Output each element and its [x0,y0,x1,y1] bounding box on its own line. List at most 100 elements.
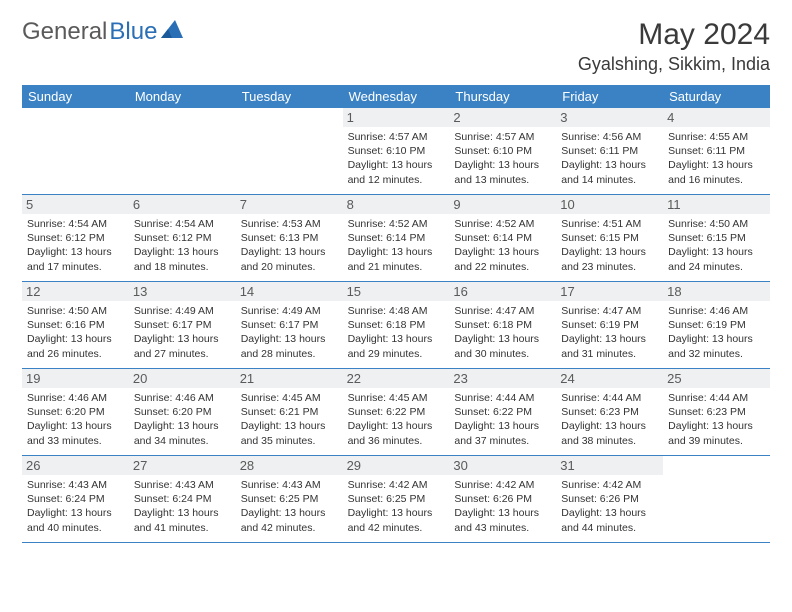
day-number: 3 [556,108,663,127]
week-row: 12Sunrise: 4:50 AMSunset: 6:16 PMDayligh… [22,282,770,369]
day-info: Sunrise: 4:48 AMSunset: 6:18 PMDaylight:… [348,304,445,361]
day-cell: 21 Sunrise: 4:45 AMSunset: 6:21 PMDayligh… [236,369,343,455]
day-number: 1 [343,108,450,127]
day-number: 22 [343,369,450,388]
day-cell: 30Sunrise: 4:42 AMSunset: 6:26 PMDayligh… [449,456,556,542]
empty-day-cell [663,456,770,542]
day-cell: 15Sunrise: 4:48 AMSunset: 6:18 PMDayligh… [343,282,450,368]
empty-day-cell [236,108,343,194]
day-cell: 16 Sunrise: 4:47 AMSunset: 6:18 PMDayligh… [449,282,556,368]
day-info: Sunrise: 4:53 AMSunset: 6:13 PMDaylight:… [241,217,338,274]
day-number: 21 [236,369,343,388]
day-cell: 28Sunrise: 4:43 AMSunset: 6:25 PMDayligh… [236,456,343,542]
day-info: Sunrise: 4:43 AMSunset: 6:24 PMDaylight:… [27,478,124,535]
day-cell: 5 Sunrise: 4:54 AMSunset: 6:12 PMDaylight… [22,195,129,281]
day-number: 14 [236,282,343,301]
day-cell: 2 Sunrise: 4:57 AMSunset: 6:10 PMDaylight… [449,108,556,194]
day-info: Sunrise: 4:47 AMSunset: 6:19 PMDaylight:… [561,304,658,361]
day-number: 31 [556,456,663,475]
day-number: 12 [22,282,129,301]
day-info: Sunrise: 4:55 AMSunset: 6:11 PMDaylight:… [668,130,765,187]
calendar-body: 1Sunrise: 4:57 AMSunset: 6:10 PMDaylight… [22,108,770,543]
day-cell: 3 Sunrise: 4:56 AMSunset: 6:11 PMDaylight… [556,108,663,194]
day-info: Sunrise: 4:46 AMSunset: 6:20 PMDaylight:… [134,391,231,448]
day-cell: 11Sunrise: 4:50 AMSunset: 6:15 PMDayligh… [663,195,770,281]
day-cell: 13 Sunrise: 4:49 AMSunset: 6:17 PMDayligh… [129,282,236,368]
day-info: Sunrise: 4:49 AMSunset: 6:17 PMDaylight:… [241,304,338,361]
day-cell: 6 Sunrise: 4:54 AMSunset: 6:12 PMDaylight… [129,195,236,281]
day-info: Sunrise: 4:44 AMSunset: 6:22 PMDaylight:… [454,391,551,448]
day-info: Sunrise: 4:52 AMSunset: 6:14 PMDaylight:… [454,217,551,274]
day-info: Sunrise: 4:42 AMSunset: 6:25 PMDaylight:… [348,478,445,535]
day-info: Sunrise: 4:44 AMSunset: 6:23 PMDaylight:… [561,391,658,448]
day-cell: 10Sunrise: 4:51 AMSunset: 6:15 PMDayligh… [556,195,663,281]
day-info: Sunrise: 4:52 AMSunset: 6:14 PMDaylight:… [348,217,445,274]
day-cell: 4 Sunrise: 4:55 AMSunset: 6:11 PMDaylight… [663,108,770,194]
day-cell: 8Sunrise: 4:52 AMSunset: 6:14 PMDaylight… [343,195,450,281]
day-cell: 12Sunrise: 4:50 AMSunset: 6:16 PMDayligh… [22,282,129,368]
weekday-header-row: SundayMondayTuesdayWednesdayThursdayFrid… [22,85,770,108]
day-cell: 18Sunrise: 4:46 AMSunset: 6:19 PMDayligh… [663,282,770,368]
day-number: 13 [129,282,236,301]
day-number: 7 [236,195,343,214]
day-number: 17 [556,282,663,301]
day-info: Sunrise: 4:47 AMSunset: 6:18 PMDaylight:… [454,304,551,361]
day-number: 9 [449,195,556,214]
day-cell: 27 Sunrise: 4:43 AMSunset: 6:24 PMDayligh… [129,456,236,542]
weekday-header: Monday [129,85,236,108]
weekday-header: Thursday [449,85,556,108]
day-number: 5 [22,195,129,214]
day-info: Sunrise: 4:50 AMSunset: 6:15 PMDaylight:… [668,217,765,274]
day-cell: 7 Sunrise: 4:53 AMSunset: 6:13 PMDaylight… [236,195,343,281]
weekday-header: Sunday [22,85,129,108]
day-cell: 19Sunrise: 4:46 AMSunset: 6:20 PMDayligh… [22,369,129,455]
weekday-header: Saturday [663,85,770,108]
day-number: 24 [556,369,663,388]
day-number: 27 [129,456,236,475]
day-number: 18 [663,282,770,301]
weekday-header: Wednesday [343,85,450,108]
day-info: Sunrise: 4:46 AMSunset: 6:20 PMDaylight:… [27,391,124,448]
day-info: Sunrise: 4:44 AMSunset: 6:23 PMDaylight:… [668,391,765,448]
day-info: Sunrise: 4:45 AMSunset: 6:22 PMDaylight:… [348,391,445,448]
day-number: 6 [129,195,236,214]
day-cell: 24 Sunrise: 4:44 AMSunset: 6:23 PMDayligh… [556,369,663,455]
weekday-header: Friday [556,85,663,108]
day-info: Sunrise: 4:49 AMSunset: 6:17 PMDaylight:… [134,304,231,361]
week-row: 1Sunrise: 4:57 AMSunset: 6:10 PMDaylight… [22,108,770,195]
day-number: 20 [129,369,236,388]
day-info: Sunrise: 4:42 AMSunset: 6:26 PMDaylight:… [561,478,658,535]
empty-day-cell [22,108,129,194]
day-cell: 31 Sunrise: 4:42 AMSunset: 6:26 PMDayligh… [556,456,663,542]
header: General Blue May 2024 Gyalshing, Sikkim,… [22,18,770,75]
weekday-header: Tuesday [236,85,343,108]
day-number: 29 [343,456,450,475]
title-block: May 2024 Gyalshing, Sikkim, India [578,18,770,75]
day-cell: 29 Sunrise: 4:42 AMSunset: 6:25 PMDayligh… [343,456,450,542]
day-cell: 20 Sunrise: 4:46 AMSunset: 6:20 PMDayligh… [129,369,236,455]
day-info: Sunrise: 4:43 AMSunset: 6:24 PMDaylight:… [134,478,231,535]
day-cell: 1 Sunrise: 4:57 AMSunset: 6:10 PMDaylight… [343,108,450,194]
day-cell: 26Sunrise: 4:43 AMSunset: 6:24 PMDayligh… [22,456,129,542]
month-title: May 2024 [578,18,770,52]
day-number: 30 [449,456,556,475]
week-row: 19Sunrise: 4:46 AMSunset: 6:20 PMDayligh… [22,369,770,456]
day-info: Sunrise: 4:51 AMSunset: 6:15 PMDaylight:… [561,217,658,274]
logo-text-blue: Blue [109,18,157,46]
day-info: Sunrise: 4:54 AMSunset: 6:12 PMDaylight:… [134,217,231,274]
logo: General Blue [22,18,183,46]
day-cell: 9 Sunrise: 4:52 AMSunset: 6:14 PMDaylight… [449,195,556,281]
day-info: Sunrise: 4:56 AMSunset: 6:11 PMDaylight:… [561,130,658,187]
day-info: Sunrise: 4:57 AMSunset: 6:10 PMDaylight:… [454,130,551,187]
day-number: 16 [449,282,556,301]
day-number: 4 [663,108,770,127]
day-info: Sunrise: 4:57 AMSunset: 6:10 PMDaylight:… [348,130,445,187]
week-row: 5 Sunrise: 4:54 AMSunset: 6:12 PMDaylight… [22,195,770,282]
logo-text-general: General [22,18,107,46]
week-row: 26Sunrise: 4:43 AMSunset: 6:24 PMDayligh… [22,456,770,543]
day-info: Sunrise: 4:45 AMSunset: 6:21 PMDaylight:… [241,391,338,448]
day-cell: 17 Sunrise: 4:47 AMSunset: 6:19 PMDayligh… [556,282,663,368]
day-info: Sunrise: 4:54 AMSunset: 6:12 PMDaylight:… [27,217,124,274]
day-cell: 14 Sunrise: 4:49 AMSunset: 6:17 PMDayligh… [236,282,343,368]
day-number: 2 [449,108,556,127]
